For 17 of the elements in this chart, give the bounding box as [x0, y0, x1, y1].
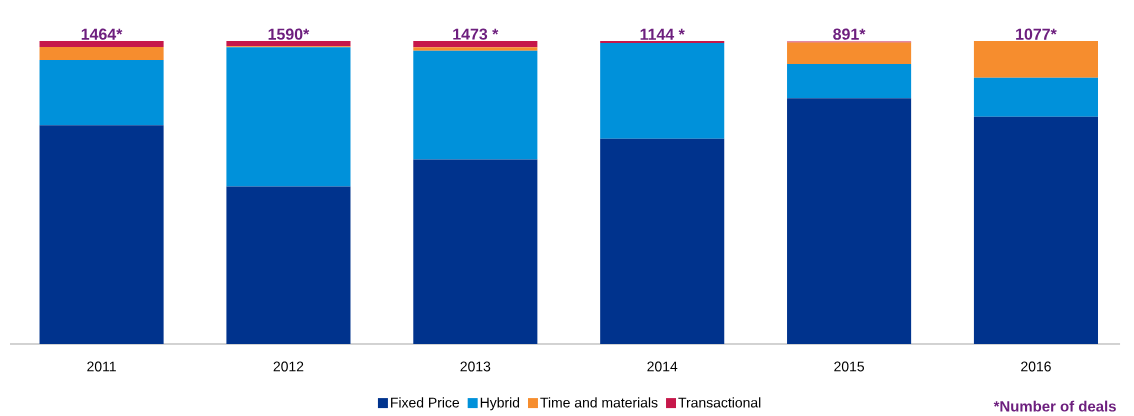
x-tick-label: 2014 [647, 361, 678, 372]
annotation: 1464* [81, 28, 123, 40]
x-tick-label: 2011 [87, 361, 116, 372]
legend-label: Time and materials [540, 397, 658, 408]
annotation: 1473 * [453, 28, 499, 40]
annotation: 1144 * [640, 28, 685, 40]
x-tick-label: 2013 [460, 361, 491, 372]
legend-label: Hybrid [480, 397, 520, 411]
annotation: 1590* [268, 28, 310, 40]
legend-label: Transactional [678, 397, 761, 408]
legend-label: Fixed Price [391, 397, 460, 408]
x-tick-label: 2015 [834, 361, 864, 372]
annotation: 891* [833, 28, 866, 40]
text: *Number of deals [993, 400, 1116, 412]
annotation: 1077* [1016, 28, 1057, 40]
x-tick-label: 2012 [273, 361, 304, 372]
x-tick-label: 2016 [1021, 361, 1051, 372]
